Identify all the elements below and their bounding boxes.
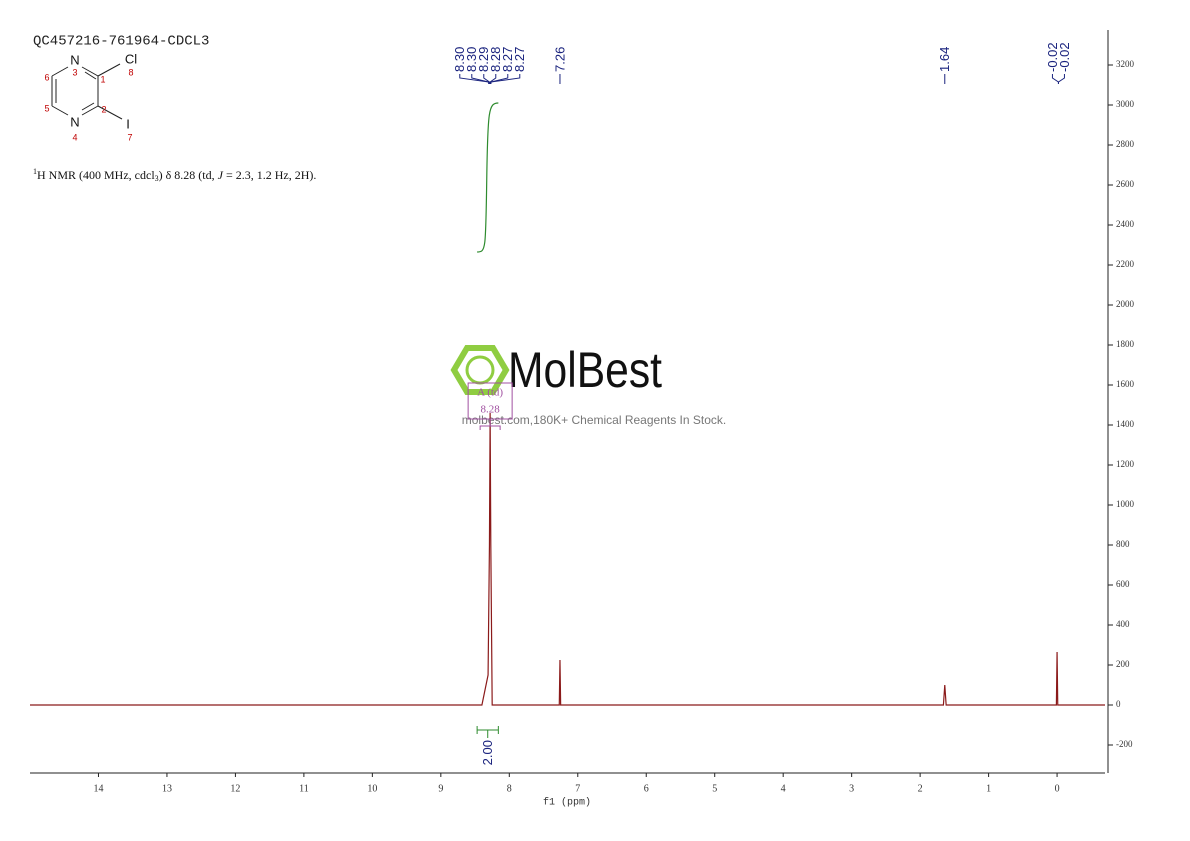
peak-label: -0.02 bbox=[1057, 42, 1072, 72]
x-tick-label: 5 bbox=[712, 783, 717, 794]
y-tick-label: 0 bbox=[1116, 699, 1121, 709]
y-tick-label: 3200 bbox=[1116, 59, 1135, 69]
y-tick-label: 400 bbox=[1116, 619, 1130, 629]
x-tick-label: 2 bbox=[918, 783, 923, 794]
x-tick-label: 6 bbox=[644, 783, 649, 794]
x-tick-label: 8 bbox=[507, 783, 512, 794]
text: J bbox=[218, 168, 224, 182]
watermark-tagline: molbest.com,180K+ Chemical Reagents In S… bbox=[462, 413, 726, 427]
peak-label: 8.27 bbox=[512, 47, 527, 72]
x-tick-label: 1 bbox=[986, 783, 991, 794]
peak-label: 8.27 bbox=[500, 47, 515, 72]
y-tick-label: 1200 bbox=[1116, 459, 1135, 469]
subscript: 3 bbox=[155, 174, 159, 183]
atom: N bbox=[70, 52, 79, 67]
multiplet-shift: 8.28 bbox=[481, 404, 501, 416]
x-tick-label: 7 bbox=[575, 783, 580, 794]
multiplet-bracket bbox=[479, 419, 501, 430]
atom-number: 7 bbox=[127, 132, 132, 142]
watermark-logo bbox=[450, 345, 510, 395]
x-tick-label: 0 bbox=[1055, 783, 1060, 794]
bond bbox=[51, 105, 69, 116]
peak-label: 8.30 bbox=[464, 47, 479, 72]
y-tick-label: 1800 bbox=[1116, 339, 1135, 349]
bond bbox=[84, 71, 97, 80]
peak-connector bbox=[1057, 74, 1065, 84]
x-tick-label: 11 bbox=[299, 783, 309, 794]
x-tick-label: 3 bbox=[849, 783, 854, 794]
peak-label: 8.28 bbox=[488, 47, 503, 72]
y-tick-label: 1600 bbox=[1116, 379, 1135, 389]
y-tick-label: 1000 bbox=[1116, 499, 1135, 509]
atom: N bbox=[70, 114, 79, 129]
integral-label: 2.00 bbox=[480, 740, 495, 765]
atom: Cl bbox=[125, 51, 137, 66]
logo-ring bbox=[465, 355, 495, 385]
atom-number: 2 bbox=[101, 104, 106, 114]
atom-number: 4 bbox=[72, 132, 77, 142]
y-tick-label: 800 bbox=[1116, 539, 1130, 549]
x-tick-label: 12 bbox=[230, 783, 240, 794]
peak-label: 7.26 bbox=[552, 47, 567, 72]
atom-number: 3 bbox=[72, 67, 77, 77]
atom-number: 8 bbox=[128, 67, 133, 77]
y-tick-label: 2800 bbox=[1116, 139, 1135, 149]
watermark-brand: MolBest bbox=[508, 342, 662, 398]
atom-number: 6 bbox=[44, 72, 49, 82]
y-tick-label: 1400 bbox=[1116, 419, 1135, 429]
structure bbox=[51, 63, 123, 120]
y-tick-label: 3000 bbox=[1116, 99, 1135, 109]
x-tick-label: 10 bbox=[367, 783, 377, 794]
integral-curve bbox=[477, 102, 499, 253]
spectrum-line bbox=[30, 412, 1105, 706]
bond bbox=[51, 66, 69, 77]
sample-title: QC457216-761964-CDCL3 bbox=[33, 34, 209, 50]
text: ) δ 8.28 (td, bbox=[159, 168, 218, 182]
peak-label: 1.64 bbox=[937, 47, 952, 72]
bond bbox=[97, 63, 121, 77]
bond bbox=[81, 105, 99, 116]
peak-label: 8.29 bbox=[476, 47, 491, 72]
atom: I bbox=[126, 116, 130, 131]
x-tick-label: 9 bbox=[438, 783, 443, 794]
peak-connector bbox=[483, 74, 490, 84]
peak-label: 8.30 bbox=[452, 47, 467, 72]
peak-label: -0.02 bbox=[1045, 42, 1060, 72]
superscript: 1 bbox=[33, 167, 37, 176]
atom-number: 5 bbox=[44, 103, 49, 113]
atom-number: 1 bbox=[100, 74, 105, 84]
bond bbox=[81, 66, 99, 77]
peak-connector bbox=[1051, 74, 1059, 84]
y-tick-label: 2600 bbox=[1116, 179, 1135, 189]
x-tick-label: 14 bbox=[93, 783, 103, 794]
x-tick-label: 4 bbox=[781, 783, 786, 794]
y-tick-label: -200 bbox=[1116, 739, 1133, 749]
text: H NMR (400 MHz, cdcl bbox=[37, 168, 155, 182]
bond bbox=[81, 102, 95, 111]
text: = 2.3, 1.2 Hz, 2H). bbox=[223, 168, 316, 182]
bond bbox=[97, 105, 123, 120]
y-tick-label: 2000 bbox=[1116, 299, 1135, 309]
logo-hexagon bbox=[450, 345, 510, 395]
peak-connector bbox=[490, 74, 509, 84]
x-axis-label: f1 (ppm) bbox=[543, 797, 591, 809]
y-tick-label: 2200 bbox=[1116, 259, 1135, 269]
x-tick-label: 13 bbox=[162, 783, 172, 794]
y-tick-label: 600 bbox=[1116, 579, 1130, 589]
y-tick-label: 200 bbox=[1116, 659, 1130, 669]
peak-connector bbox=[490, 74, 521, 84]
peak-connector bbox=[489, 74, 497, 84]
nmr-description: 1H NMR (400 MHz, cdcl3) δ 8.28 (td, J = … bbox=[33, 167, 316, 183]
y-tick-label: 2400 bbox=[1116, 219, 1135, 229]
peak-connector bbox=[471, 74, 490, 84]
multiplet-name: A (td) bbox=[477, 387, 503, 399]
